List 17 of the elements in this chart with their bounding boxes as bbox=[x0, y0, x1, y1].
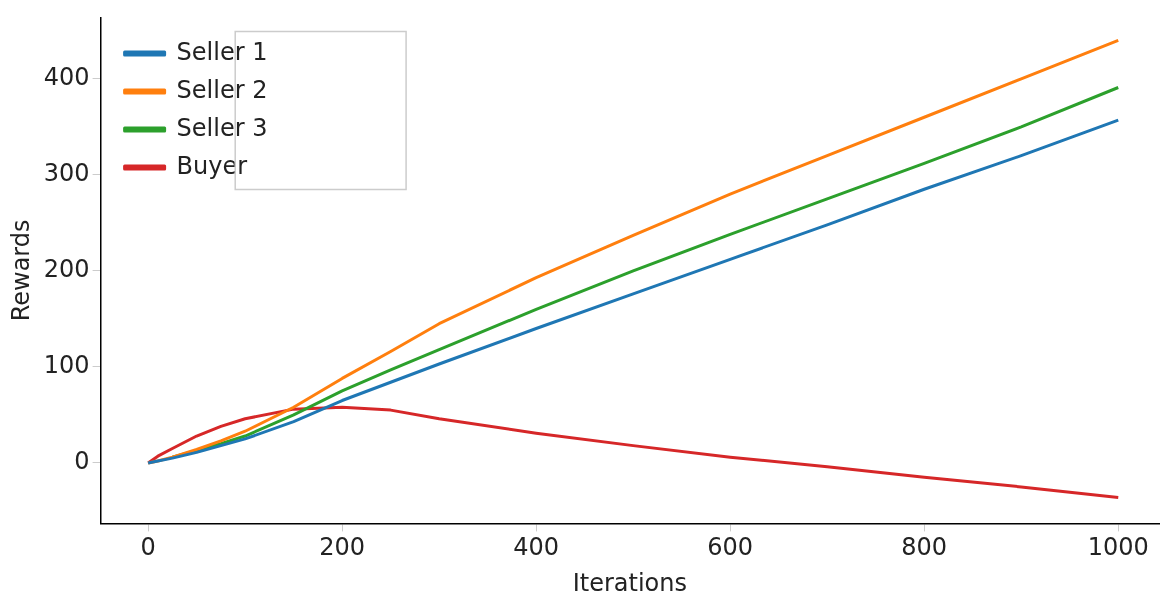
y-tick-label: 300 bbox=[43, 159, 90, 188]
legend-label: Seller 3 bbox=[176, 113, 268, 142]
y-tick-label: 200 bbox=[43, 255, 90, 284]
y-tick-label: 100 bbox=[43, 351, 90, 380]
legend-label: Seller 2 bbox=[176, 75, 268, 104]
legend-label: Seller 1 bbox=[176, 37, 268, 66]
y-tick-label: 400 bbox=[43, 63, 90, 92]
y-tick-label: 0 bbox=[74, 447, 90, 476]
x-tick-label: 400 bbox=[513, 533, 560, 562]
legend-label: Buyer bbox=[176, 151, 248, 180]
x-tick-label: 600 bbox=[707, 533, 754, 562]
x-tick-label: 800 bbox=[901, 533, 948, 562]
x-tick-label: 200 bbox=[319, 533, 366, 562]
x-axis-title: Iterations bbox=[572, 568, 687, 597]
y-axis-title: Rewards bbox=[6, 219, 35, 322]
x-tick-label: 1000 bbox=[1087, 533, 1149, 562]
x-tick-label: 0 bbox=[140, 533, 156, 562]
